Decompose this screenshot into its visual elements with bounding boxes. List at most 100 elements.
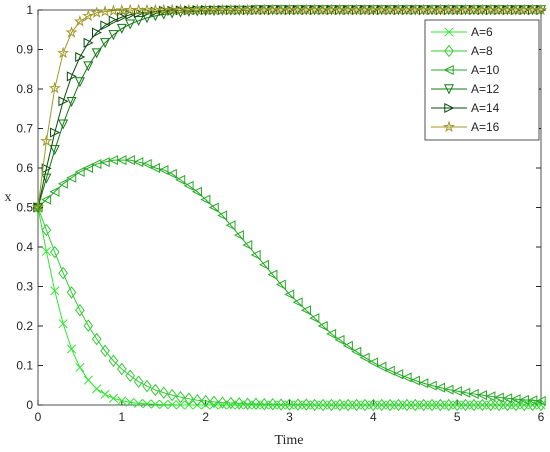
marker [73,15,87,27]
marker [159,5,170,16]
marker [401,372,412,383]
marker [50,127,61,138]
marker [284,289,295,300]
marker [469,398,479,412]
marker [468,388,479,399]
marker [117,362,127,376]
marker [133,375,144,388]
marker [134,398,144,408]
marker [251,397,261,411]
marker [301,398,312,411]
marker [502,398,513,412]
marker [234,397,245,410]
marker [393,398,404,412]
marker [527,395,538,406]
marker [83,375,93,385]
marker [48,81,61,94]
legend-marker [442,120,456,133]
marker [117,396,127,406]
marker [91,332,102,346]
marker [284,398,295,411]
marker [534,3,548,16]
legend-label: A=10 [471,63,500,77]
legend: A=6 A=8 A=10 A=12 A=14 A=16 [424,19,540,141]
marker [368,398,379,412]
legend-marker [443,64,454,76]
marker [191,186,202,197]
marker [426,380,437,391]
marker [360,398,370,412]
marker [351,398,362,412]
marker [66,172,77,183]
marker [108,354,119,368]
marker [334,398,345,412]
marker [275,279,286,290]
marker [233,230,244,241]
marker [184,400,194,410]
marker [443,398,454,412]
marker [125,369,136,383]
marker [535,396,546,407]
marker [83,37,94,48]
marker [326,328,337,339]
marker [225,220,236,231]
x-tick-label: 0 [35,410,42,424]
y-tick-label: 0.5 [16,201,33,215]
marker [100,344,110,358]
marker [58,119,69,130]
marker [141,13,152,24]
marker [57,178,68,189]
series-line [37,9,541,208]
x-tick-label: 1 [118,410,125,424]
series-line [37,159,542,402]
x-tick-label: 3 [286,410,293,424]
marker [107,4,120,16]
marker [293,398,303,411]
y-tick-label: 0.8 [16,82,33,96]
marker [150,6,161,17]
marker [435,382,446,393]
marker [452,398,462,412]
marker [217,210,228,221]
marker [318,398,328,412]
marker [209,395,219,409]
marker [100,20,111,31]
y-tick-label: 0.3 [16,280,33,294]
marker [351,346,362,357]
marker [167,388,177,402]
marker [108,30,119,41]
y-tick-label: 0.9 [16,43,33,57]
marker [133,157,144,168]
marker [49,145,60,156]
marker [200,394,211,408]
marker [443,384,454,395]
marker [259,259,270,270]
marker [142,399,152,409]
marker [292,297,303,308]
marker [92,384,102,394]
marker [393,369,404,380]
marker [276,398,286,411]
x-tick-label: 4 [370,410,377,424]
marker [91,27,103,38]
marker [41,223,52,237]
marker [368,357,379,368]
y-tick-label: 0.6 [16,161,33,175]
legend-label: A=8 [471,44,493,58]
marker [175,174,186,185]
x-tick-label: 2 [202,410,209,424]
marker [485,398,496,412]
marker [300,305,311,316]
marker [108,393,119,403]
marker [208,202,219,213]
marker [476,390,488,401]
marker [74,77,85,88]
legend-marker [444,27,454,37]
marker [74,166,85,177]
marker [65,26,78,38]
marker [31,201,45,213]
marker [41,163,52,174]
marker [66,96,77,107]
marker [418,398,429,412]
